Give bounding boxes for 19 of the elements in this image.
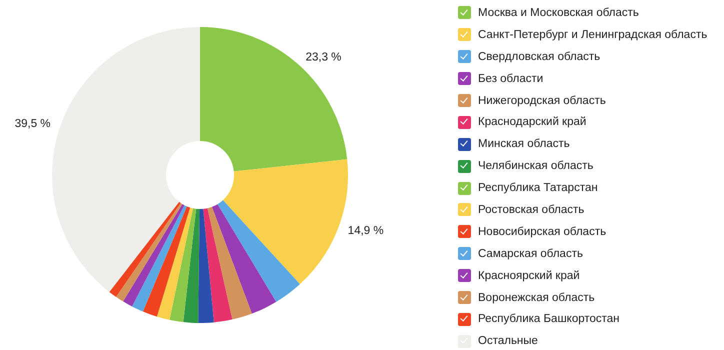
legend-label: Красноярский край bbox=[478, 270, 580, 282]
legend-label: Новосибирская область bbox=[478, 226, 606, 238]
legend-label: Без области bbox=[478, 72, 544, 85]
legend-label: Свердловская область bbox=[478, 50, 600, 63]
legend-label: Нижегородская область bbox=[478, 94, 606, 106]
legend-label: Краснодарский край bbox=[478, 116, 586, 128]
legend-label: Самарская область bbox=[478, 248, 583, 260]
legend-label: Москва и Московская область bbox=[478, 6, 639, 19]
legend-label: Челябинская область bbox=[478, 160, 594, 172]
data-label: 14,9 % bbox=[348, 225, 384, 238]
data-label: 23,3 % bbox=[306, 52, 342, 64]
legend-label: Республика Башкортостан bbox=[478, 313, 620, 326]
legend-label: Минская область bbox=[478, 138, 570, 150]
legend-label: Воронежская область bbox=[478, 292, 595, 304]
data-label: 39,5 % bbox=[14, 118, 51, 130]
legend-label: Остальные bbox=[478, 335, 538, 348]
legend-label: Санкт-Петербург и Ленинградская область bbox=[478, 28, 708, 41]
legend-label: Республика Татарстан bbox=[478, 182, 598, 194]
legend-label: Ростовская область bbox=[478, 204, 584, 216]
